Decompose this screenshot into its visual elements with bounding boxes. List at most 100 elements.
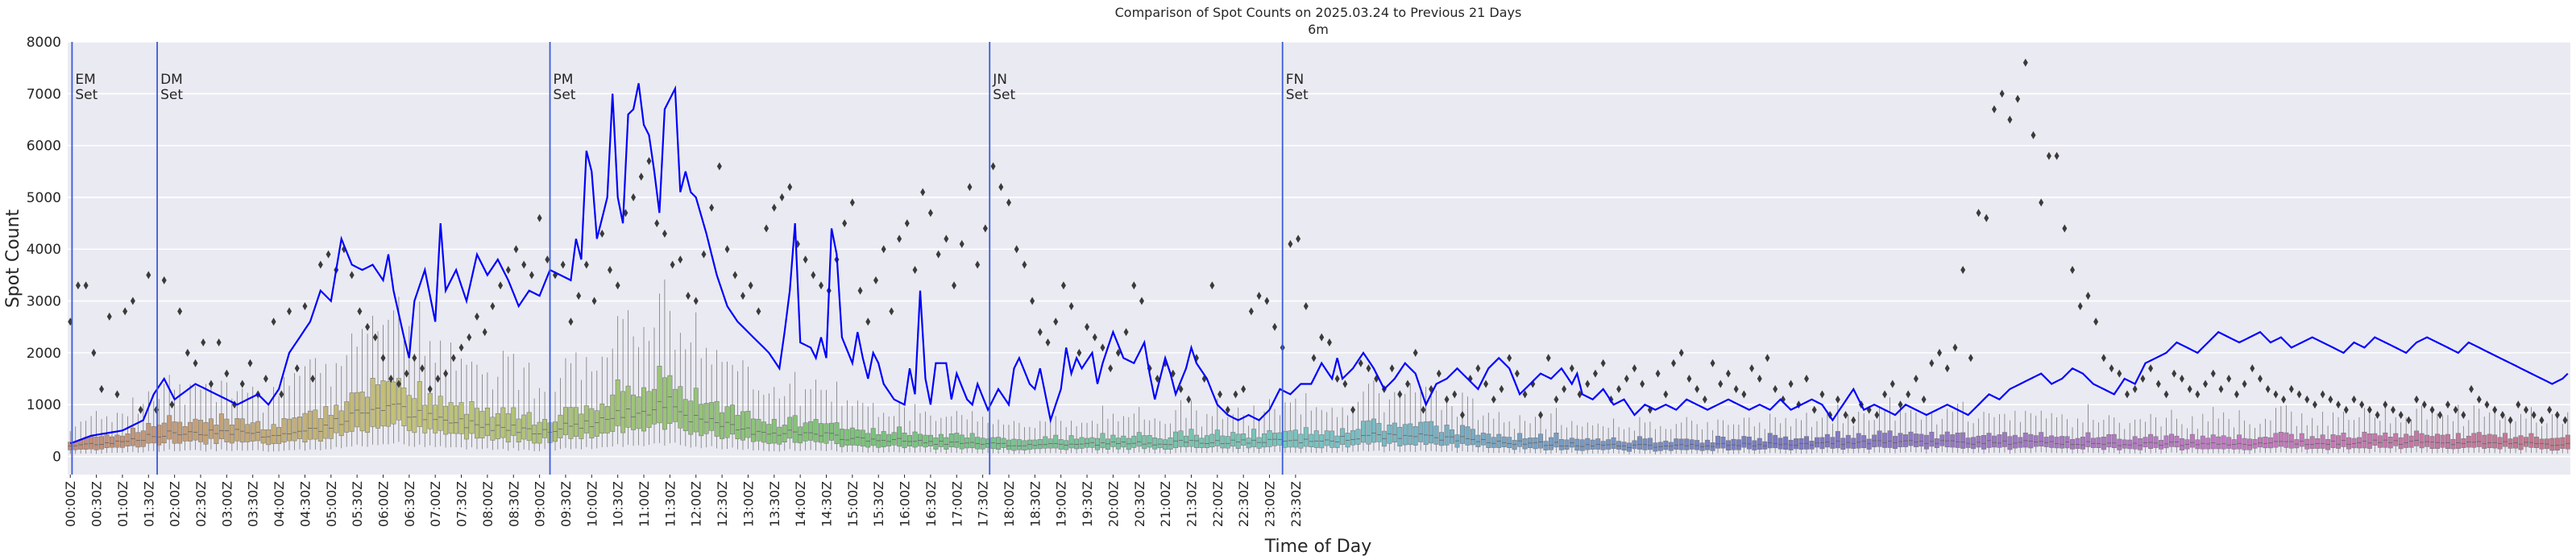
outlier-point xyxy=(1131,281,1137,290)
history-box xyxy=(2085,432,2091,447)
outlier-points xyxy=(68,58,2568,425)
history-box xyxy=(2346,437,2351,450)
history-box xyxy=(2419,433,2425,449)
outlier-point xyxy=(545,255,550,264)
outlier-point xyxy=(482,328,487,337)
outlier-point xyxy=(177,307,183,316)
x-tick-label: 19:00Z xyxy=(1054,481,1069,527)
history-box xyxy=(740,411,745,441)
history-box xyxy=(2195,439,2201,450)
x-tick-label: 14:30Z xyxy=(819,481,835,527)
history-box xyxy=(2549,438,2555,451)
history-box xyxy=(1011,438,1017,451)
outlier-point xyxy=(279,390,284,399)
history-box xyxy=(803,422,808,442)
history-box xyxy=(954,433,960,448)
history-box xyxy=(2247,438,2253,450)
outlier-point xyxy=(904,219,910,228)
history-box xyxy=(844,429,850,446)
outlier-point xyxy=(83,281,89,290)
outlier-point xyxy=(1092,333,1097,342)
outlier-point xyxy=(912,265,918,274)
history-box xyxy=(542,419,548,438)
history-box xyxy=(1079,437,1085,449)
history-box xyxy=(933,438,939,450)
history-box xyxy=(2408,435,2414,448)
outlier-point xyxy=(1624,375,1629,384)
outlier-point xyxy=(505,265,511,274)
history-box xyxy=(1574,438,1580,451)
outlier-point xyxy=(1350,405,1356,414)
history-box xyxy=(1965,438,1971,448)
outlier-point xyxy=(263,375,268,384)
outlier-point xyxy=(2539,416,2545,425)
history-box xyxy=(2341,433,2346,447)
outlier-point xyxy=(811,271,816,280)
history-box xyxy=(2497,437,2503,450)
history-box xyxy=(177,421,183,444)
outlier-point xyxy=(1037,328,1043,337)
history-box xyxy=(975,437,981,450)
history-box xyxy=(218,413,224,440)
outlier-point xyxy=(662,229,667,238)
outlier-point xyxy=(349,271,355,280)
outlier-point xyxy=(686,292,691,301)
history-box xyxy=(756,418,761,442)
x-tick-label: 14:00Z xyxy=(793,481,808,527)
outlier-point xyxy=(169,400,175,409)
history-box xyxy=(720,412,725,439)
history-box xyxy=(2022,433,2028,448)
outlier-point xyxy=(1562,384,1567,393)
outlier-point xyxy=(2516,400,2521,409)
outlier-point xyxy=(1217,390,1223,399)
x-axis-label: Time of Day xyxy=(1264,537,1371,557)
history-box xyxy=(2189,433,2195,448)
history-box xyxy=(1251,429,1257,447)
outlier-point xyxy=(372,333,378,342)
history-box xyxy=(1429,421,1434,444)
outlier-point xyxy=(1538,411,1544,420)
outlier-point xyxy=(1640,380,1645,388)
history-box xyxy=(562,407,568,435)
outlier-point xyxy=(1725,369,1731,378)
history-box xyxy=(870,428,876,446)
outlier-point xyxy=(935,250,941,259)
outlier-point xyxy=(1436,369,1441,378)
outlier-point xyxy=(2218,384,2224,393)
history-box xyxy=(511,407,516,436)
outlier-point xyxy=(271,317,276,326)
history-box xyxy=(2565,434,2570,450)
y-tick-label: 4000 xyxy=(27,242,61,258)
history-box xyxy=(2132,436,2138,450)
history-box xyxy=(151,426,156,444)
history-box xyxy=(317,418,323,442)
outlier-point xyxy=(2414,395,2420,404)
history-box xyxy=(2393,433,2399,446)
history-box xyxy=(2039,432,2044,446)
outlier-point xyxy=(2508,416,2513,425)
outlier-point xyxy=(1616,384,1622,393)
outlier-point xyxy=(2461,411,2466,420)
outlier-point xyxy=(1984,214,1989,222)
outlier-point xyxy=(1671,359,1677,367)
history-box xyxy=(245,424,251,442)
y-tick-label: 1000 xyxy=(27,397,61,413)
history-box xyxy=(1731,438,1736,450)
history-box xyxy=(1366,420,1371,445)
outlier-point xyxy=(654,219,660,228)
outlier-point xyxy=(2375,411,2380,420)
outlier-point xyxy=(771,203,777,212)
history-box xyxy=(1288,430,1293,448)
outlier-point xyxy=(396,380,401,388)
history-box xyxy=(1579,439,1585,451)
outlier-point xyxy=(1944,364,1950,373)
history-box xyxy=(2169,433,2174,447)
history-box xyxy=(1006,439,1011,450)
y-tick-label: 2000 xyxy=(27,346,61,362)
history-box xyxy=(307,410,313,440)
outlier-point xyxy=(1085,322,1090,331)
history-box xyxy=(1282,430,1288,448)
outlier-point xyxy=(1514,369,1520,378)
history-box xyxy=(2101,437,2106,450)
